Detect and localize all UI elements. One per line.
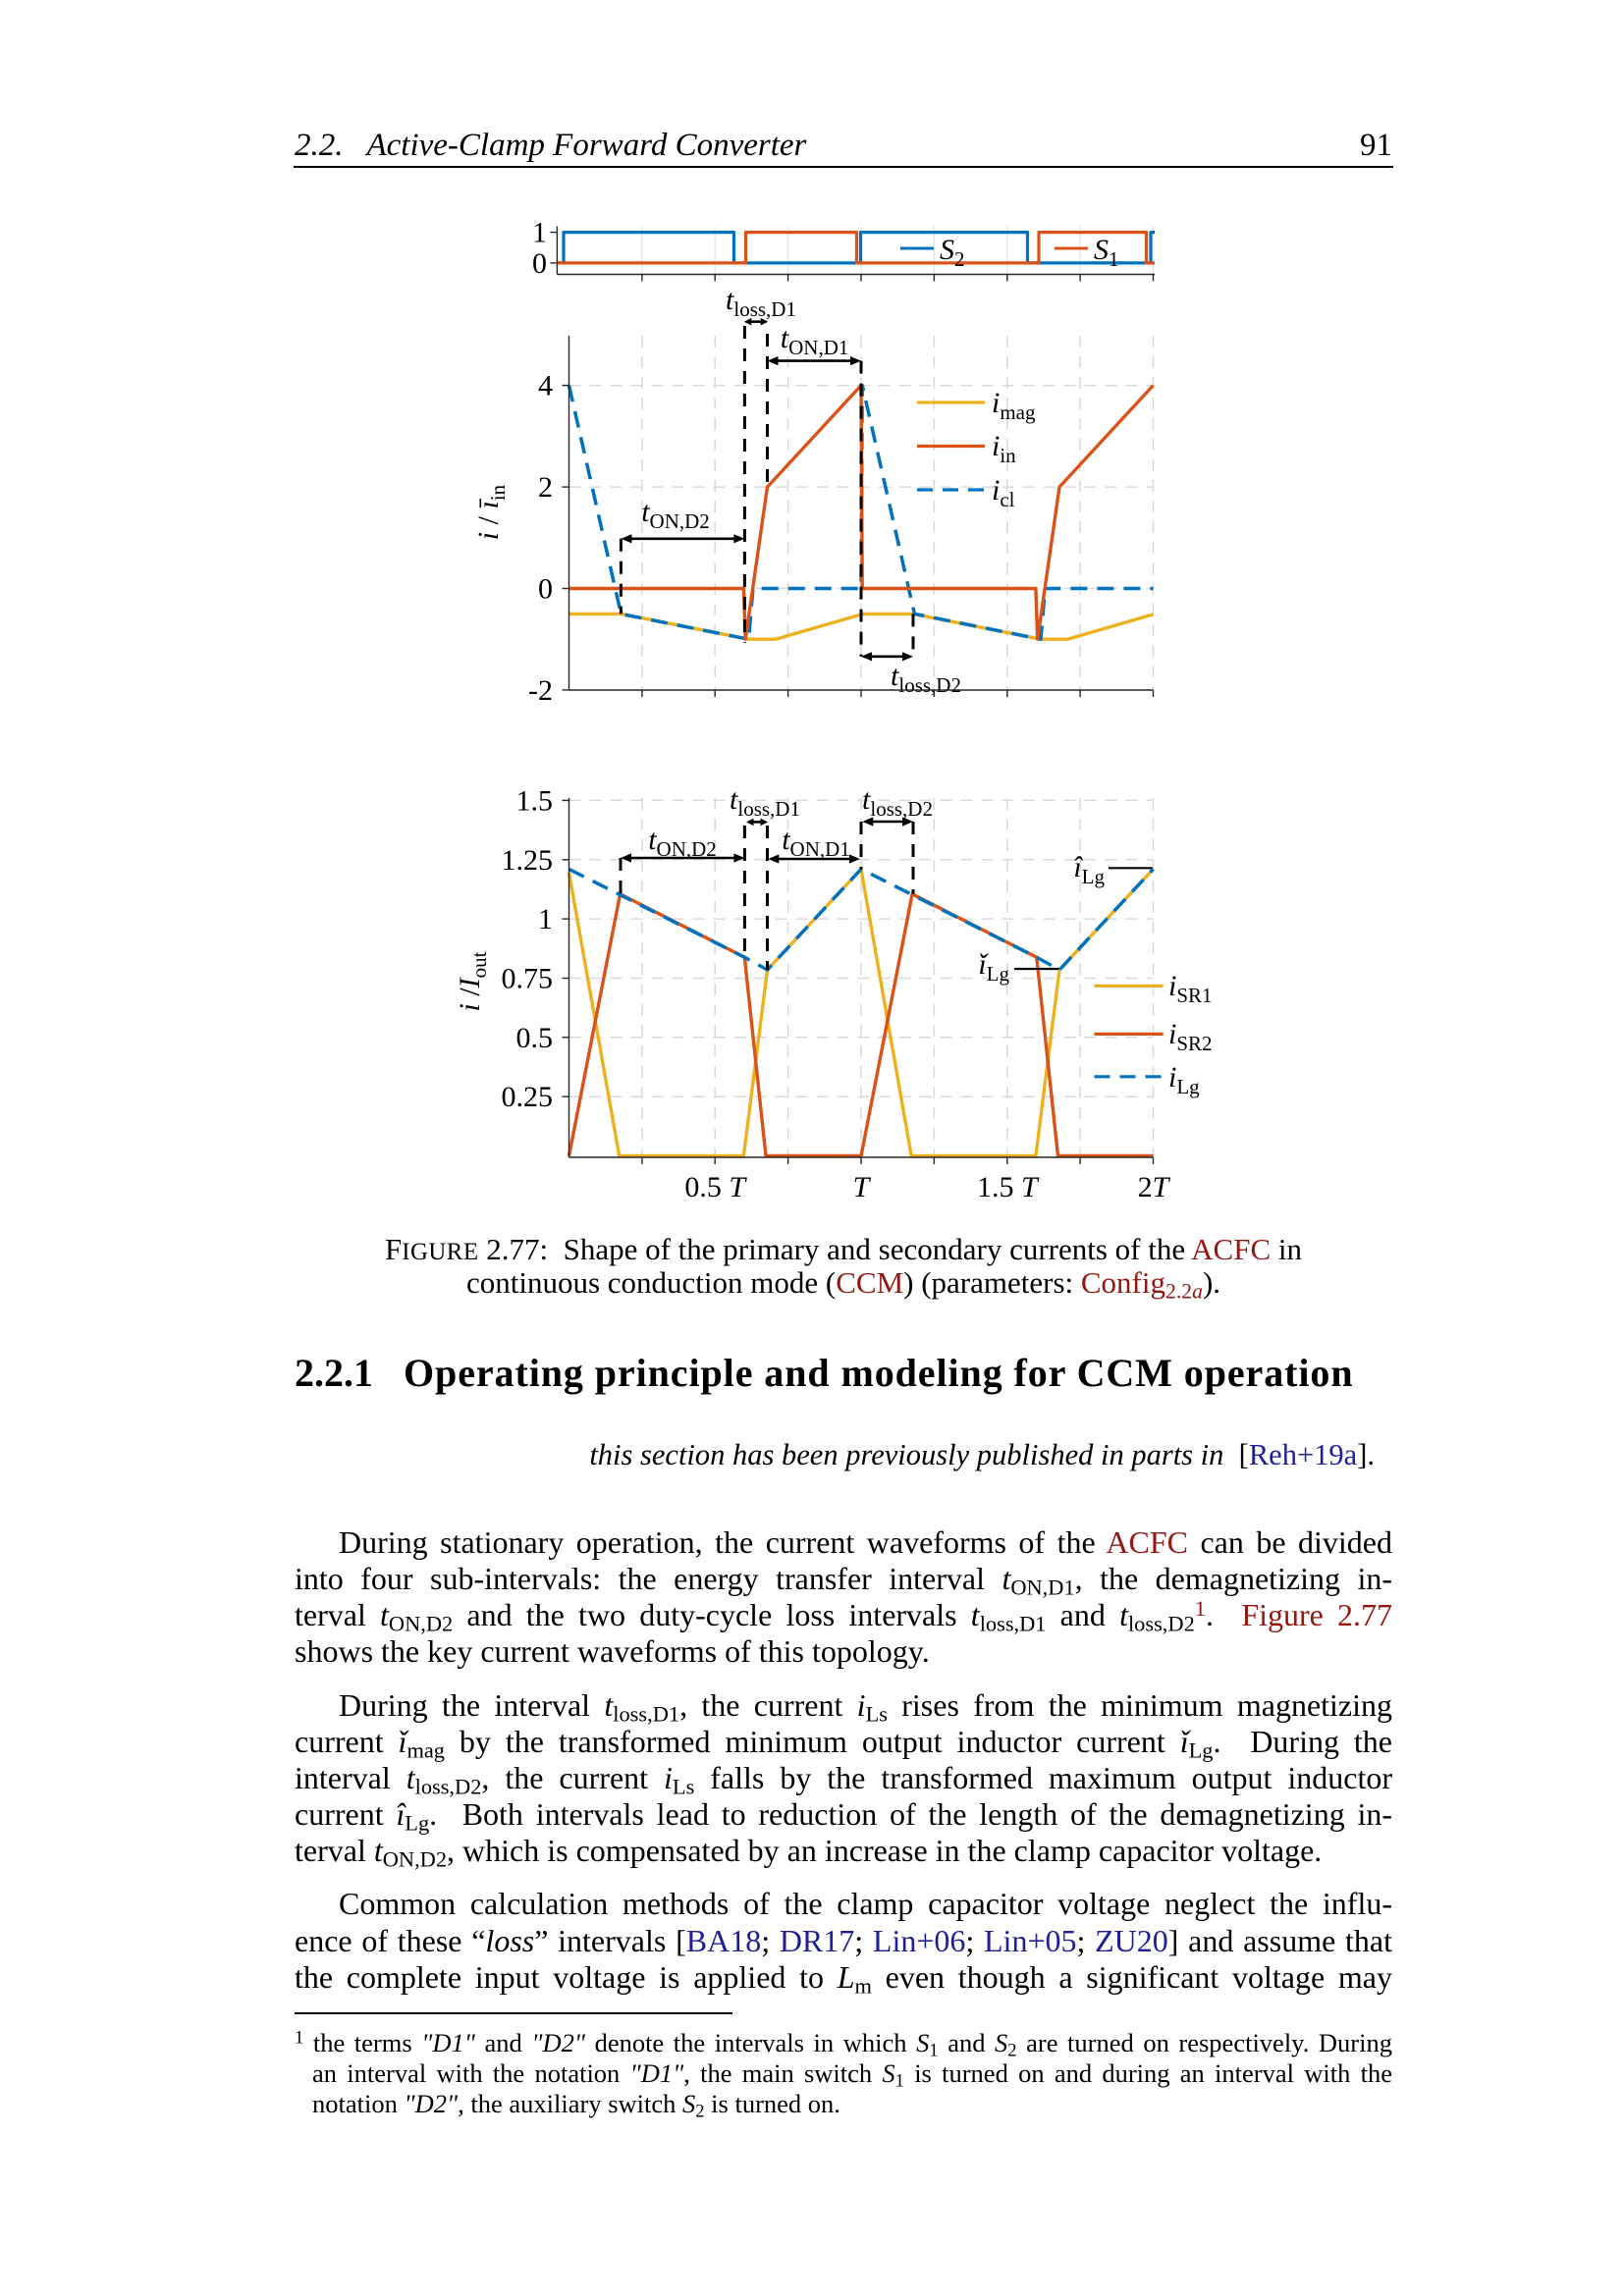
svg-text:0: 0 <box>532 247 547 280</box>
svg-text:tloss,D2: tloss,D2 <box>862 783 933 821</box>
svg-text:iSR2: iSR2 <box>1168 1018 1213 1055</box>
svg-text:tON,D2: tON,D2 <box>648 824 717 861</box>
svg-text:1.5 T: 1.5 T <box>977 1171 1040 1203</box>
svg-text:4: 4 <box>538 370 553 402</box>
svg-text:-2: -2 <box>528 674 553 707</box>
svg-text:imag: imag <box>992 387 1036 424</box>
svg-text:iLg: iLg <box>1168 1061 1200 1098</box>
svg-text:ǐLg: ǐLg <box>978 948 1009 986</box>
svg-text:tloss,D1: tloss,D1 <box>726 284 796 321</box>
svg-text:S2: S2 <box>940 234 965 271</box>
svg-text:2T: 2T <box>1138 1171 1171 1203</box>
svg-text:0: 0 <box>538 573 553 606</box>
svg-text:i /Iout: i /Iout <box>454 951 491 1011</box>
svg-text:1: 1 <box>538 903 553 935</box>
svg-text:iSR1: iSR1 <box>1168 970 1213 1007</box>
svg-text:tON,D2: tON,D2 <box>641 496 710 533</box>
svg-text:T: T <box>853 1171 872 1203</box>
svg-text:2: 2 <box>538 471 553 504</box>
svg-text:i / īin: i / īin <box>472 484 510 540</box>
svg-text:0.75: 0.75 <box>502 963 554 995</box>
svg-text:1.25: 1.25 <box>502 844 554 877</box>
svg-text:1: 1 <box>532 217 547 249</box>
svg-text:icl: icl <box>992 474 1015 511</box>
svg-text:S1: S1 <box>1094 234 1119 271</box>
svg-text:tloss,D1: tloss,D1 <box>730 783 800 821</box>
svg-text:tON,D1: tON,D1 <box>782 824 850 861</box>
svg-text:0.5: 0.5 <box>516 1022 554 1054</box>
svg-text:1.5: 1.5 <box>516 784 554 817</box>
svg-text:tloss,D2: tloss,D2 <box>891 660 961 697</box>
svg-text:0.25: 0.25 <box>502 1081 554 1113</box>
svg-text:îLg: îLg <box>1073 851 1105 888</box>
svg-text:iin: iin <box>992 430 1016 467</box>
svg-text:tON,D1: tON,D1 <box>781 322 849 359</box>
svg-text:0.5 T: 0.5 T <box>684 1171 747 1203</box>
